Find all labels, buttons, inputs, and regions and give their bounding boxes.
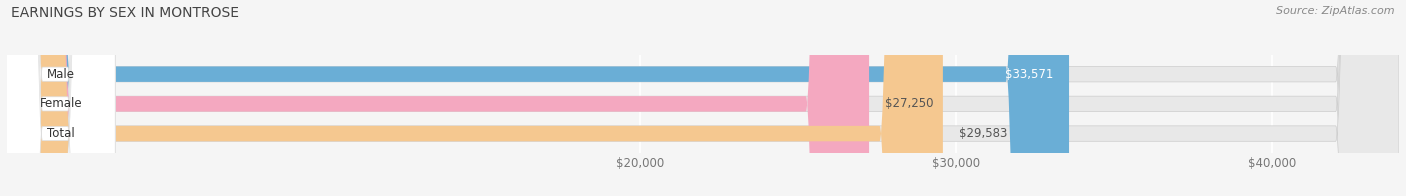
FancyBboxPatch shape	[0, 0, 115, 196]
Text: Source: ZipAtlas.com: Source: ZipAtlas.com	[1277, 6, 1395, 16]
FancyBboxPatch shape	[7, 0, 1399, 196]
Text: $33,571: $33,571	[1005, 68, 1053, 81]
FancyBboxPatch shape	[0, 0, 115, 196]
Text: Total: Total	[48, 127, 75, 140]
FancyBboxPatch shape	[7, 0, 943, 196]
FancyBboxPatch shape	[7, 0, 869, 196]
Text: Female: Female	[39, 97, 83, 110]
Text: $27,250: $27,250	[884, 97, 934, 110]
Text: Male: Male	[48, 68, 75, 81]
FancyBboxPatch shape	[7, 0, 1069, 196]
FancyBboxPatch shape	[7, 0, 1399, 196]
FancyBboxPatch shape	[7, 0, 1399, 196]
Text: EARNINGS BY SEX IN MONTROSE: EARNINGS BY SEX IN MONTROSE	[11, 6, 239, 20]
FancyBboxPatch shape	[0, 0, 115, 196]
Text: $29,583: $29,583	[959, 127, 1007, 140]
